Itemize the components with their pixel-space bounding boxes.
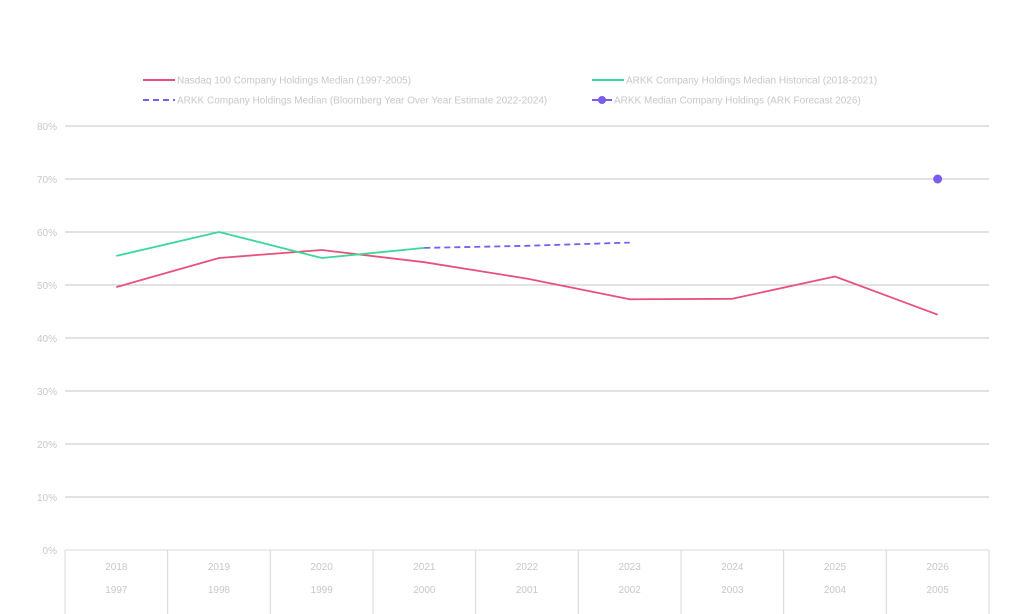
y-tick-label: 40% bbox=[37, 334, 57, 345]
x-tick-label-bottom: 2002 bbox=[619, 585, 642, 596]
x-tick-label-top: 2022 bbox=[516, 562, 539, 573]
series-line bbox=[116, 249, 939, 316]
grid: 0% 10% 20% 30% 40% 50% 60% 70% 80% bbox=[37, 122, 989, 557]
x-tick-label-bottom: 1997 bbox=[105, 585, 128, 596]
y-tick-label: 50% bbox=[37, 281, 57, 292]
y-tick-label: 70% bbox=[37, 175, 57, 186]
series-line bbox=[424, 241, 630, 249]
legend-item: ARKK Company Holdings Median Historical … bbox=[592, 76, 877, 87]
x-tick-label-top: 2020 bbox=[311, 562, 334, 573]
series-layer bbox=[116, 174, 943, 316]
x-axis: 2018 2019 2020 2021 2022 2023 2024 2025 2026 1997… bbox=[64, 550, 990, 614]
series-2 bbox=[424, 241, 630, 249]
x-tick-label-top: 2023 bbox=[619, 562, 642, 573]
legend-label: ARKK Company Holdings Median (Bloomberg … bbox=[177, 96, 547, 107]
y-tick-label: 30% bbox=[37, 387, 57, 398]
y-tick-label: 60% bbox=[37, 228, 57, 239]
y-tick-label: 80% bbox=[37, 122, 57, 133]
x-tick-label-bottom: 2004 bbox=[824, 585, 847, 596]
legend-label: ARKK Company Holdings Median Historical … bbox=[626, 76, 877, 87]
x-tick-label-bottom: 2005 bbox=[927, 585, 950, 596]
series-0 bbox=[116, 249, 939, 316]
x-tick-label-bottom: 2003 bbox=[721, 585, 744, 596]
x-tick-label-bottom: 1999 bbox=[311, 585, 334, 596]
series-1 bbox=[116, 231, 425, 259]
x-tick-label-bottom: 2000 bbox=[413, 585, 436, 596]
series-3 bbox=[933, 174, 943, 184]
x-tick-label-bottom: 1998 bbox=[208, 585, 231, 596]
x-tick-label-top: 2018 bbox=[105, 562, 128, 573]
legend-item: ARKK Median Company Holdings (ARK Foreca… bbox=[592, 96, 861, 107]
legend-marker bbox=[598, 96, 606, 104]
x-tick-label-top: 2019 bbox=[208, 562, 231, 573]
x-tick-label-top: 2025 bbox=[824, 562, 847, 573]
legend-item: Nasdaq 100 Company Holdings Median (1997… bbox=[143, 76, 411, 87]
legend: Nasdaq 100 Company Holdings Median (1997… bbox=[143, 76, 877, 107]
legend-item: ARKK Company Holdings Median (Bloomberg … bbox=[143, 96, 547, 107]
legend-label: Nasdaq 100 Company Holdings Median (1997… bbox=[177, 76, 411, 87]
data-point bbox=[933, 174, 943, 184]
legend-label: ARKK Median Company Holdings (ARK Foreca… bbox=[614, 96, 861, 107]
y-tick-label: 20% bbox=[37, 440, 57, 451]
y-tick-label: 0% bbox=[43, 546, 58, 557]
y-tick-label: 10% bbox=[37, 493, 57, 504]
series-line bbox=[116, 231, 425, 259]
x-tick-label-top: 2024 bbox=[721, 562, 744, 573]
x-tick-label-top: 2021 bbox=[413, 562, 436, 573]
x-tick-label-top: 2026 bbox=[927, 562, 950, 573]
x-tick-label-bottom: 2001 bbox=[516, 585, 539, 596]
